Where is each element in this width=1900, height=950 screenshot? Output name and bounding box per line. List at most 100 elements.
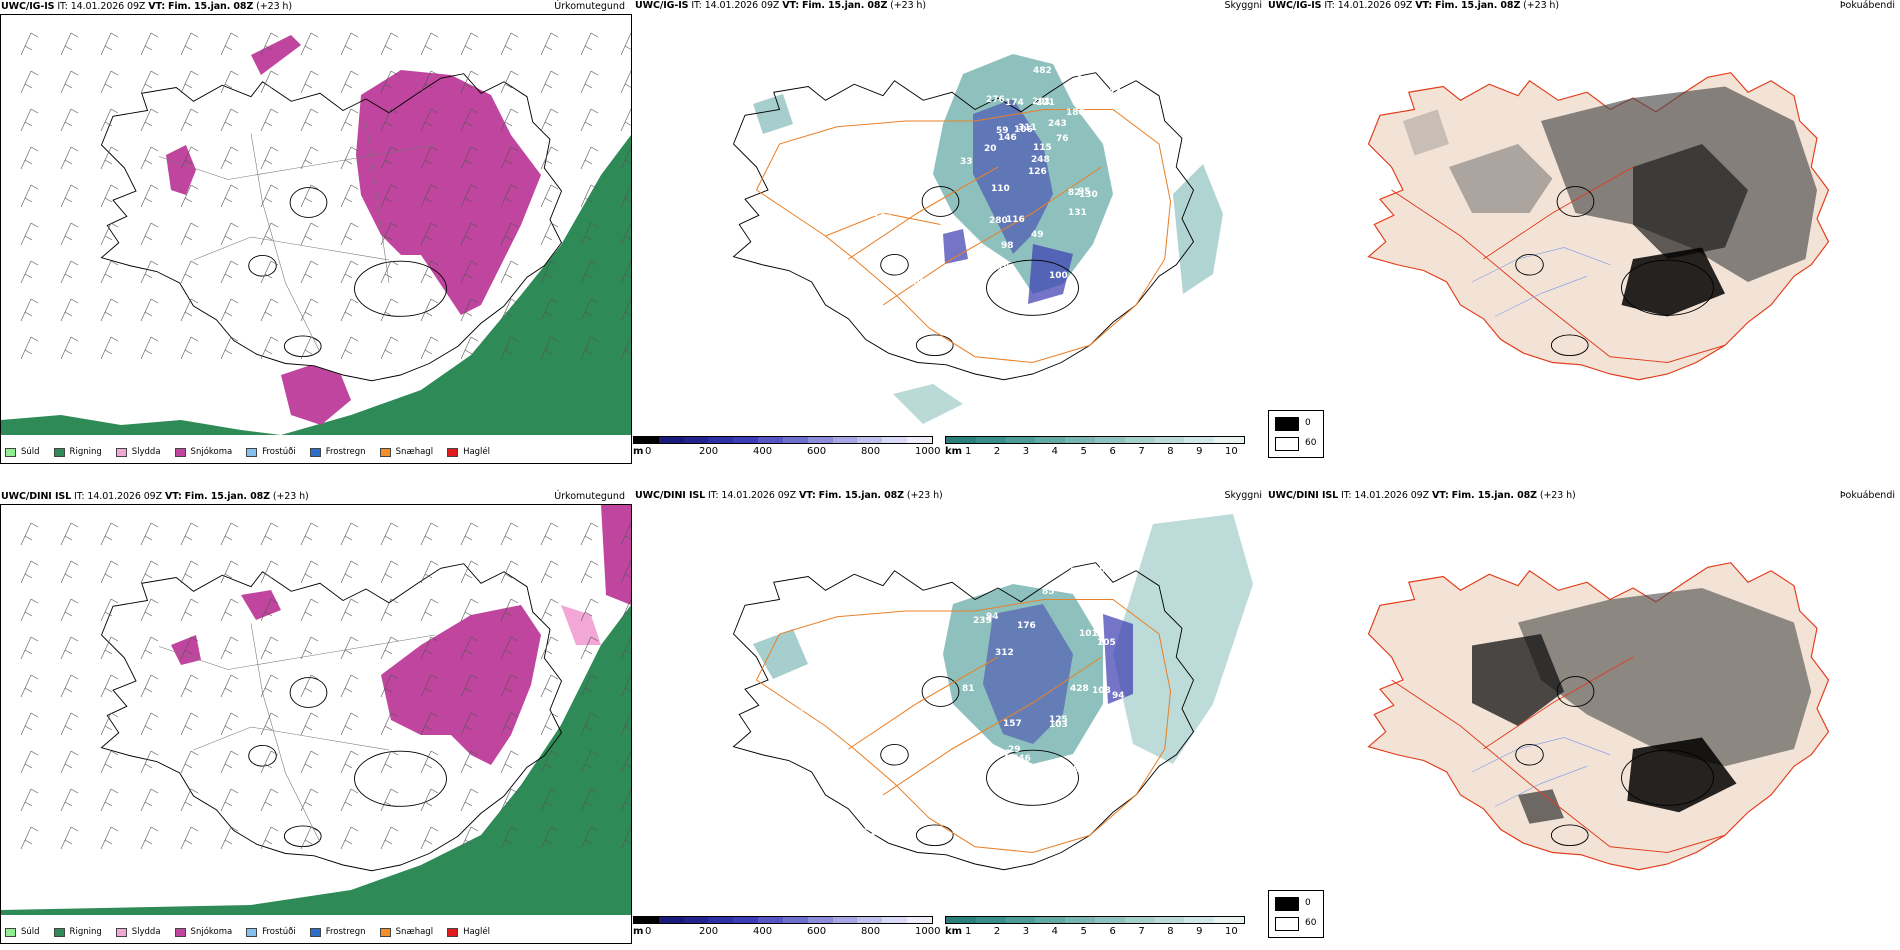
- colorbar-tick: 3: [1022, 446, 1030, 457]
- colorbar-tick: 8: [1167, 446, 1174, 457]
- wind-barb: [420, 826, 439, 850]
- visibility-panel-row1: UWC/IG-IS IT: 14.01.2026 09Z VT: Fim. 15…: [633, 0, 1265, 464]
- fog-legend: 0 60: [1268, 410, 1324, 458]
- wind-barb: [500, 222, 519, 246]
- legend-swatch: [447, 447, 459, 457]
- ceiling-value-label: 320: [935, 790, 954, 800]
- wind-barb: [300, 712, 319, 736]
- wind-barb: [140, 108, 159, 132]
- wind-barb: [620, 522, 631, 546]
- wind-barb: [380, 70, 399, 94]
- wind-barb: [60, 522, 79, 546]
- ceiling-value-label: 110: [1105, 235, 1124, 245]
- wind-barb: [620, 826, 631, 850]
- ceiling-value-label: 482: [1033, 66, 1052, 76]
- wind-barb: [180, 522, 199, 546]
- ceiling-value-label: 95: [1078, 187, 1091, 197]
- legend-item: Súld: [5, 447, 40, 457]
- ceiling-value-label: 307: [1077, 75, 1096, 85]
- wind-barb: [540, 712, 559, 736]
- wind-barb: [540, 336, 559, 360]
- wind-barb: [580, 260, 599, 284]
- wind-barb: [420, 260, 439, 284]
- legend-swatch: [309, 927, 321, 937]
- wind-barb: [340, 788, 359, 812]
- wind-barb: [300, 560, 319, 584]
- panel-header: UWC/IG-IS IT: 14.01.2026 09Z VT: Fim. 15…: [635, 0, 926, 11]
- legend-label: Súld: [21, 927, 40, 937]
- wind-barb: [60, 32, 79, 56]
- wind-barb: [420, 108, 439, 132]
- wind-barb: [180, 222, 199, 246]
- wind-barb: [540, 108, 559, 132]
- ceiling-value-label: 51: [863, 828, 876, 838]
- wind-barb: [460, 636, 479, 660]
- wind-barb: [620, 32, 631, 56]
- ceiling-value-label: 615: [1099, 565, 1118, 575]
- wind-barb: [220, 32, 239, 56]
- wind-barb: [100, 674, 119, 698]
- wind-barb: [260, 108, 279, 132]
- ceiling-value-label: 684: [1106, 259, 1125, 269]
- wind-barb: [300, 260, 319, 284]
- wind-barb: [380, 146, 399, 170]
- ceiling-value-label: 91: [1112, 558, 1125, 568]
- wind-barb: [300, 222, 319, 246]
- wind-barb: [620, 260, 631, 284]
- wind-barb: [180, 750, 199, 774]
- wind-barb: [300, 336, 319, 360]
- wind-barb: [420, 598, 439, 622]
- wind-barb: [60, 336, 79, 360]
- wind-barb: [500, 108, 519, 132]
- wind-barb: [460, 298, 479, 322]
- wind-barb: [620, 70, 631, 94]
- wind-barb: [300, 750, 319, 774]
- visibility-ticks: 1 2 3 4 5 6 7 8 9 10: [965, 926, 1245, 940]
- colorbar-tick: 400: [753, 926, 773, 937]
- wind-barb: [300, 184, 319, 208]
- wind-barb: [100, 522, 119, 546]
- wind-barb: [540, 598, 559, 622]
- legend-item: Snæhagl: [379, 927, 433, 937]
- precip-type-map: [1, 15, 631, 435]
- wind-barb: [220, 70, 239, 94]
- wind-barb: [580, 826, 599, 850]
- colorbar-tick: 1000: [915, 446, 941, 457]
- wind-barb: [20, 108, 39, 132]
- wind-barb: [220, 522, 239, 546]
- visibility-unit: km: [945, 446, 963, 457]
- wind-barb: [340, 560, 359, 584]
- wind-barb: [100, 32, 119, 56]
- legend-label: Slydda: [131, 447, 161, 457]
- ceiling-value-label: 311: [1018, 123, 1037, 133]
- ceiling-value-label: 102: [837, 327, 856, 337]
- ceiling-value-label: 129: [1077, 591, 1096, 601]
- wind-barb: [580, 598, 599, 622]
- wind-barb: [140, 184, 159, 208]
- wind-barb: [340, 70, 359, 94]
- ceiling-value-label: 99: [1123, 137, 1136, 147]
- ceiling-value-label: 176: [1017, 621, 1036, 631]
- wind-barb: [300, 674, 319, 698]
- wind-barb: [100, 560, 119, 584]
- legend-item: Snjókoma: [174, 927, 232, 937]
- wind-barb: [20, 788, 39, 812]
- wind-barb: [620, 336, 631, 360]
- legend-swatch: [115, 447, 127, 457]
- wind-barb: [260, 336, 279, 360]
- wind-barb: [380, 712, 399, 736]
- ceiling-value-label: 174: [1005, 98, 1024, 108]
- wind-barb: [420, 636, 439, 660]
- colorbar-tick: 9: [1196, 446, 1203, 457]
- field-name: Þokuábendi: [1839, 490, 1895, 501]
- wind-barb: [580, 32, 599, 56]
- ceiling-colorbar: [633, 436, 933, 444]
- legend-item: Frostúði: [246, 927, 296, 937]
- wind-barb: [460, 336, 479, 360]
- wind-barb: [380, 336, 399, 360]
- wind-barb: [580, 336, 599, 360]
- wind-barb: [580, 750, 599, 774]
- ceiling-value-label: 122: [992, 749, 1011, 759]
- wind-barb: [340, 108, 359, 132]
- legend-item: Frostregn: [309, 447, 366, 457]
